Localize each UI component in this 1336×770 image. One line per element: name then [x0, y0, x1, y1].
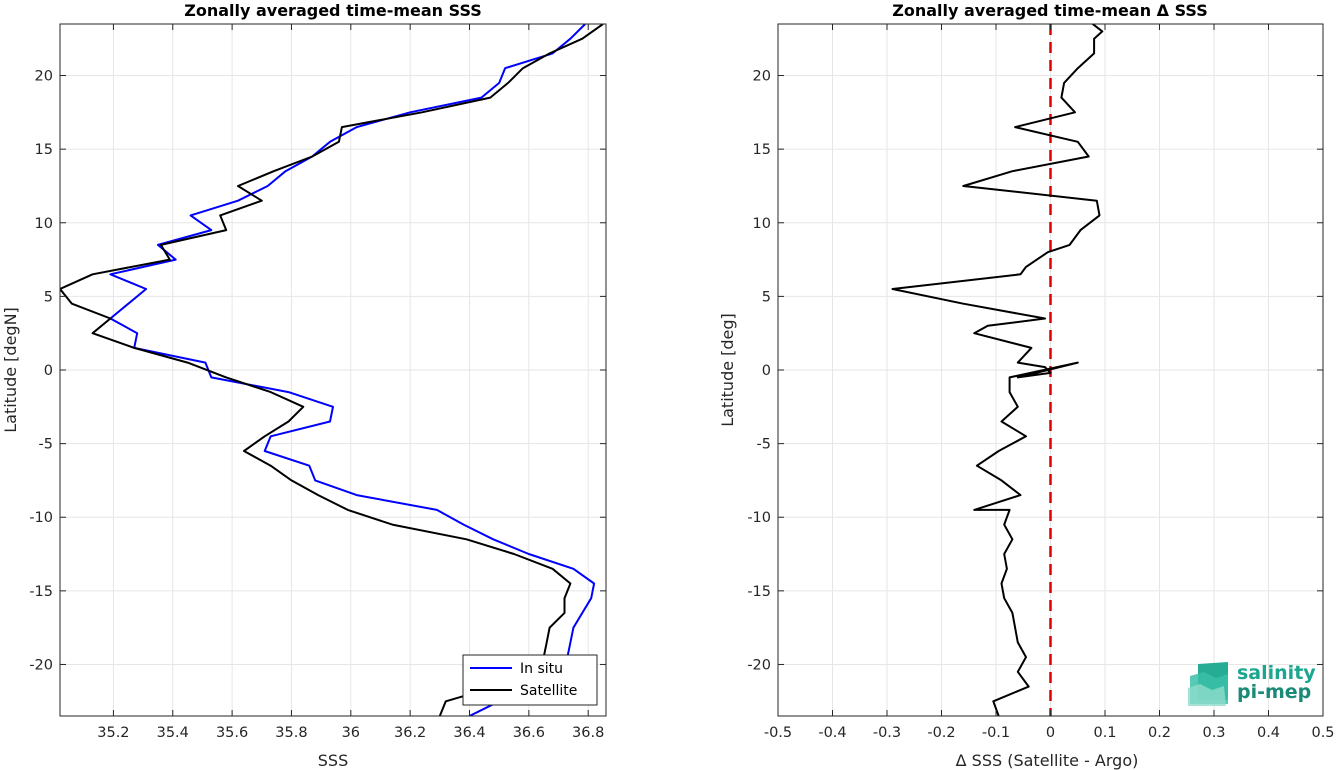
left-x-tick-label: 36.8 — [572, 725, 604, 741]
legend-label-satellite: Satellite — [520, 683, 577, 699]
left-ticks: 35.2 35.4 35.6 35.8 36 36.2 36.4 36.6 36.8 -20 -15… — [29, 24, 606, 741]
left-y-tick-label: -10 — [29, 510, 53, 526]
right-x-tick-label: 0.3 — [1202, 725, 1225, 741]
right-x-tick-label: -0.2 — [927, 725, 955, 741]
left-y-tick-label: 0 — [44, 363, 53, 379]
left-x-tick-label: 36.4 — [453, 725, 485, 741]
left-y-tick-label: 5 — [44, 289, 53, 305]
right-x-tick-label: 0 — [1046, 725, 1055, 741]
right-y-tick-label: 5 — [762, 289, 771, 305]
right-y-tick-label: 15 — [753, 142, 771, 158]
legend: In situ Satellite — [462, 654, 598, 706]
left-y-tick-label: -5 — [39, 437, 53, 453]
right-y-tick-label: 0 — [762, 363, 771, 379]
left-series — [60, 24, 604, 716]
left-x-tick-label: 35.6 — [216, 725, 248, 741]
left-y-tick-label: 15 — [35, 142, 53, 158]
legend-label-insitu: In situ — [520, 661, 563, 677]
right-series — [891, 24, 1104, 716]
left-y-tick-label: 20 — [35, 69, 53, 85]
right-x-tick-label: 0.2 — [1148, 725, 1171, 741]
left-line-satellite — [60, 24, 604, 716]
right-y-tick-label: -5 — [757, 437, 771, 453]
right-title: Zonally averaged time-mean Δ SSS — [892, 1, 1208, 20]
right-x-tick-label: -0.1 — [982, 725, 1010, 741]
logo-line2: pi-mep — [1237, 681, 1311, 703]
left-x-tick-label: 35.8 — [275, 725, 307, 741]
right-y-tick-label: -15 — [747, 584, 771, 600]
logo-line1: salinity — [1237, 662, 1316, 684]
right-x-tick-label: -0.4 — [818, 725, 846, 741]
right-y-label: Latitude [deg] — [718, 313, 737, 427]
right-panel: -0.5 -0.4 -0.3 -0.2 -0.1 0 0.1 0.2 0.3 0.4 0.5 -20 -… — [718, 1, 1335, 770]
right-x-tick-label: 0.4 — [1257, 725, 1280, 741]
left-panel: 35.2 35.4 35.6 35.8 36 36.2 36.4 36.6 36.8 -20 -15… — [1, 1, 607, 770]
left-y-label: Latitude [degN] — [1, 307, 20, 433]
right-x-tick-label: -0.3 — [873, 725, 901, 741]
left-x-tick-label: 35.2 — [97, 725, 129, 741]
right-y-tick-label: 10 — [753, 216, 771, 232]
left-title: Zonally averaged time-mean SSS — [184, 1, 482, 20]
left-y-tick-label: 10 — [35, 216, 53, 232]
right-y-tick-label: -20 — [747, 657, 771, 673]
waves-icon — [1188, 662, 1228, 706]
right-x-tick-label: -0.5 — [764, 725, 792, 741]
right-line-series-0 — [891, 24, 1104, 716]
right-ticks: -0.5 -0.4 -0.3 -0.2 -0.1 0 0.1 0.2 0.3 0.4 0.5 -20 -… — [747, 24, 1335, 741]
left-x-label: SSS — [318, 751, 348, 770]
right-y-tick-label: -10 — [747, 510, 771, 526]
salinity-pi-mep-logo: salinity pi-mep — [1188, 662, 1316, 706]
right-y-tick-label: 20 — [753, 69, 771, 85]
left-y-tick-label: -15 — [29, 584, 53, 600]
left-x-tick-label: 36.2 — [394, 725, 426, 741]
left-y-tick-label: -20 — [29, 657, 53, 673]
left-x-tick-label: 35.4 — [157, 725, 189, 741]
right-x-label: Δ SSS (Satellite - Argo) — [956, 751, 1139, 770]
left-x-tick-label: 36 — [342, 725, 360, 741]
right-x-tick-label: 0.5 — [1311, 725, 1334, 741]
left-x-tick-label: 36.6 — [513, 725, 545, 741]
right-x-tick-label: 0.1 — [1093, 725, 1116, 741]
